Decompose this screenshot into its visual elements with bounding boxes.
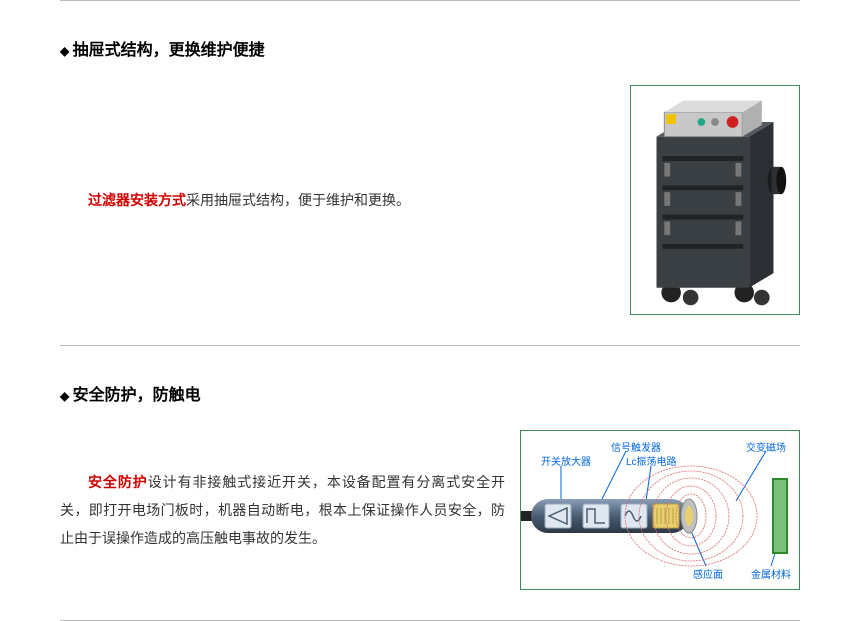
page: 抽屉式结构，更换维护便捷 过滤器安装方式采用抽屉式结构，便于维护和更换。	[0, 0, 860, 621]
section2-heading: 安全防护，防触电	[60, 381, 800, 405]
section2-para-line: 安全防护设计有非接触式接近开关，本设备配置有分离式安全开关，即打开电场门板时，机…	[60, 468, 505, 552]
lbl-amp: 开关放大器	[541, 453, 591, 468]
section1-image	[630, 85, 800, 315]
section1-lead: 过滤器安装方式	[88, 192, 186, 208]
section1-rest: 采用抽屉式结构，便于维护和更换。	[186, 192, 410, 208]
lbl-trigger: 信号触发器	[611, 439, 661, 454]
machine-illustration	[637, 90, 793, 310]
section-drawer-structure: 抽屉式结构，更换维护便捷 过滤器安装方式采用抽屉式结构，便于维护和更换。	[0, 1, 860, 345]
lbl-sense: 感应面	[693, 566, 723, 581]
section1-heading: 抽屉式结构，更换维护便捷	[60, 36, 800, 60]
section2-para: 安全防护设计有非接触式接近开关，本设备配置有分离式安全开关，即打开电场门板时，机…	[60, 454, 505, 566]
section-safety: 安全防护，防触电 安全防护设计有非接触式接近开关，本设备配置有分离式安全开关，即…	[0, 346, 860, 620]
section1-row: 过滤器安装方式采用抽屉式结构，便于维护和更换。	[60, 85, 800, 315]
lbl-material: 金属材料	[751, 566, 791, 581]
section2-lead: 安全防护	[88, 474, 148, 490]
section1-para: 过滤器安装方式采用抽屉式结构，便于维护和更换。	[60, 172, 615, 228]
section2-diagram: 开关放大器 信号触发器 Lc振荡电路 交变磁场 感应面 金属材料	[520, 430, 800, 590]
section2-row: 安全防护设计有非接触式接近开关，本设备配置有分离式安全开关，即打开电场门板时，机…	[60, 430, 800, 590]
lbl-field: 交变磁场	[746, 439, 786, 454]
section1-para-line: 过滤器安装方式采用抽屉式结构，便于维护和更换。	[60, 186, 615, 214]
lbl-osc: Lc振荡电路	[626, 453, 677, 468]
